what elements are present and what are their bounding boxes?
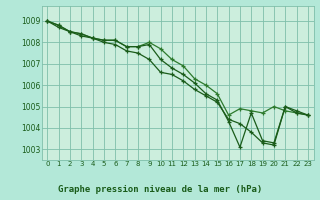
Text: Graphe pression niveau de la mer (hPa): Graphe pression niveau de la mer (hPa) (58, 185, 262, 194)
